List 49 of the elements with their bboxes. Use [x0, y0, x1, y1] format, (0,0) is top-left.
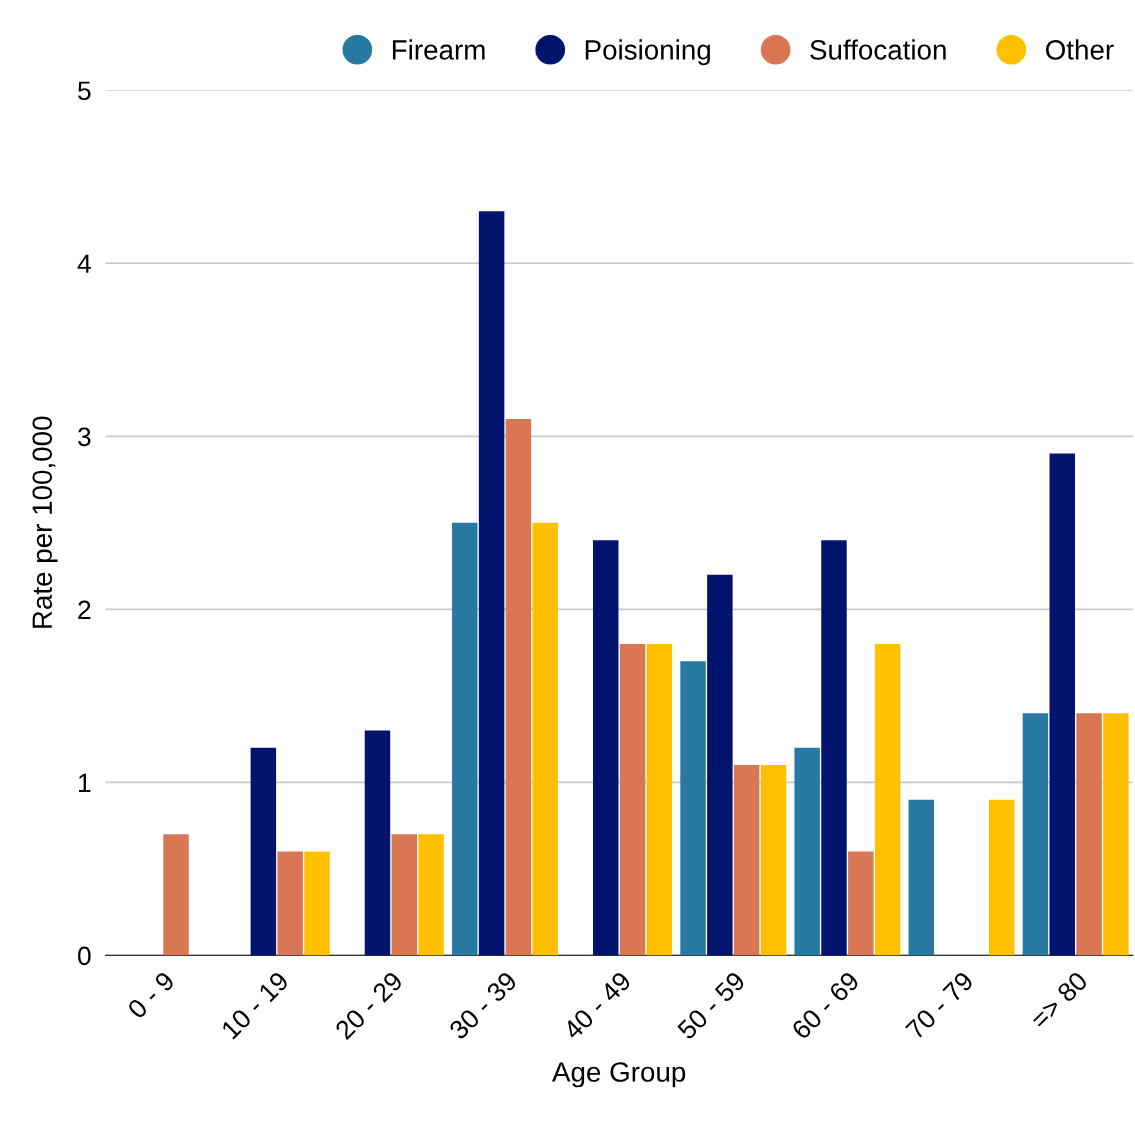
bar: [619, 643, 646, 956]
bar: [908, 799, 935, 956]
bar: [391, 834, 418, 956]
bar: [989, 799, 1015, 956]
bar: [364, 730, 391, 956]
bar: [680, 661, 706, 956]
x-tick-label: 20 - 29: [334, 970, 404, 1041]
bar: [1103, 713, 1129, 956]
bar: [794, 747, 820, 956]
bar: [250, 747, 277, 956]
y-tick-label: 5: [78, 81, 91, 101]
x-tick-label: 0 - 9: [126, 970, 176, 1020]
bar: [1022, 713, 1049, 956]
x-tick-label: 60 - 69: [790, 970, 861, 1041]
y-tick-label: 4: [77, 254, 91, 273]
x-tick-label: 50 - 59: [676, 970, 747, 1041]
x-tick-label: 70 - 79: [904, 970, 975, 1041]
bar: [304, 851, 330, 956]
bar: [646, 643, 673, 956]
bar: [505, 419, 532, 956]
bar: [478, 211, 505, 956]
y-tick-label: 2: [78, 600, 91, 619]
legend-label: Other: [1045, 39, 1114, 60]
x-tick-label: 10 - 19: [220, 970, 290, 1040]
legend-label: Firearm: [392, 39, 485, 60]
bar: [733, 765, 760, 956]
bar: [760, 765, 787, 956]
bar: [874, 643, 901, 956]
y-axis-title: Rate per 100,000: [32, 416, 58, 628]
bar: [452, 522, 478, 956]
y-tick-label: 1: [79, 773, 91, 792]
bar: [592, 540, 619, 956]
x-tick-label: => 80: [1029, 970, 1089, 1030]
y-tick-label: 3: [78, 427, 91, 447]
bar: [277, 851, 303, 956]
x-axis-title: Age Group: [552, 1062, 686, 1088]
bar: [707, 574, 733, 956]
y-tick-label: 0: [78, 946, 91, 966]
bar: [163, 834, 189, 956]
legend-label: Poisioning: [585, 39, 710, 66]
bar: [1049, 453, 1075, 956]
x-tick-label: 30 - 39: [448, 970, 518, 1041]
bar: [532, 522, 558, 956]
bar: [821, 540, 847, 956]
legend-label: Suffocation: [810, 39, 946, 60]
bar: [848, 851, 874, 956]
x-tick-label: 40 - 49: [561, 970, 632, 1041]
bar: [418, 834, 444, 956]
bar: [1076, 713, 1102, 956]
